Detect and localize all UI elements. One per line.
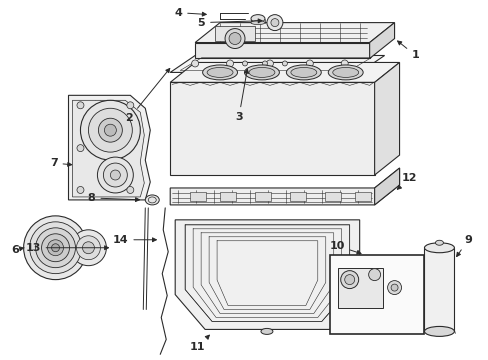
Text: 10: 10 [328,241,360,254]
Bar [329,255,424,334]
Polygon shape [68,95,150,200]
Bar [424,248,453,332]
Circle shape [98,118,122,142]
Ellipse shape [327,65,363,80]
Circle shape [47,240,63,256]
Bar [324,192,340,201]
Text: 5: 5 [197,18,262,28]
Circle shape [368,269,380,280]
Polygon shape [72,100,144,197]
Polygon shape [170,55,384,72]
Circle shape [242,61,247,66]
Polygon shape [170,62,399,82]
Text: 11: 11 [189,335,209,352]
Ellipse shape [244,65,279,80]
Circle shape [77,186,84,193]
Text: 14: 14 [112,235,156,245]
Polygon shape [170,168,399,205]
Polygon shape [195,42,369,58]
Circle shape [36,228,75,268]
Ellipse shape [248,67,274,77]
Text: 6: 6 [11,245,24,255]
Polygon shape [170,82,374,175]
Circle shape [282,61,287,66]
Circle shape [270,19,278,27]
Ellipse shape [202,65,237,80]
Ellipse shape [250,15,264,23]
Text: 2: 2 [125,68,169,123]
Text: 1: 1 [397,41,419,60]
Circle shape [76,236,100,260]
Ellipse shape [290,67,316,77]
Ellipse shape [261,328,272,334]
Circle shape [88,108,132,152]
Circle shape [390,284,397,291]
Text: 13: 13 [25,243,108,253]
Text: 4: 4 [174,8,206,18]
Circle shape [70,230,106,266]
Circle shape [340,271,358,289]
Circle shape [97,157,133,193]
Ellipse shape [332,67,358,77]
Circle shape [266,15,283,31]
Circle shape [262,61,267,66]
Polygon shape [369,23,394,58]
Text: 8: 8 [87,193,139,203]
Ellipse shape [250,21,264,24]
Polygon shape [175,220,359,329]
Circle shape [191,60,198,67]
Ellipse shape [286,65,321,80]
Circle shape [77,102,84,109]
Bar [220,192,236,201]
Ellipse shape [424,243,453,253]
Bar [289,192,305,201]
Text: 9: 9 [456,235,471,257]
Circle shape [104,124,116,136]
Circle shape [126,102,134,109]
Circle shape [387,280,401,294]
Polygon shape [374,62,399,175]
Bar [354,192,370,201]
Text: 3: 3 [235,69,248,122]
Bar [337,268,382,307]
Circle shape [126,186,134,193]
Circle shape [41,234,69,262]
Polygon shape [195,23,394,42]
Circle shape [30,222,81,274]
Ellipse shape [145,195,159,205]
Polygon shape [374,168,399,205]
Circle shape [228,32,241,45]
Circle shape [266,60,273,67]
Circle shape [82,242,94,254]
Circle shape [226,60,233,67]
Circle shape [103,163,127,187]
Circle shape [341,60,347,67]
Circle shape [305,60,313,67]
Bar [254,192,270,201]
Circle shape [81,100,140,160]
Circle shape [51,244,60,252]
Circle shape [344,275,354,285]
Ellipse shape [207,67,233,77]
Circle shape [77,145,84,152]
Circle shape [23,216,87,280]
Bar [190,192,205,201]
Text: 12: 12 [397,173,416,189]
Ellipse shape [435,240,443,245]
Text: 7: 7 [50,158,71,168]
Circle shape [224,28,244,49]
Circle shape [110,170,120,180]
Bar [215,26,254,41]
Ellipse shape [424,327,453,336]
